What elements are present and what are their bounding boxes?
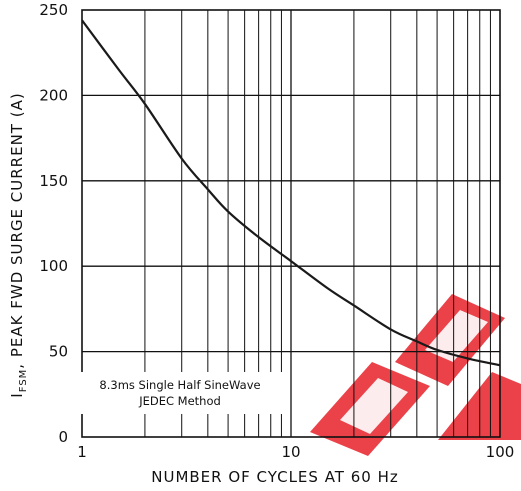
plot-frame [81,9,501,438]
y-axis-title-text: , PEAK FWD SURGE CURRENT (A) [8,92,26,368]
annotation-line-1: 8.3ms Single Half SineWave [99,378,260,392]
y-axis-title-symbol: I [8,392,26,397]
surge-current-curve [81,19,501,367]
x-axis-title: NUMBER OF CYCLES AT 60 Hz [151,468,399,486]
y-tick-label: 150 [39,172,68,190]
plot-grid [82,10,500,437]
y-tick-label: 200 [39,86,68,104]
watermark-logo [310,294,521,456]
annotation-box: 8.3ms Single Half SineWave JEDEC Method [76,372,284,414]
annotation-background [76,372,284,414]
x-axis-ticks: 1 10 100 [77,443,514,461]
x-tick-label: 100 [486,443,515,461]
y-axis-ticks: 0 50 100 150 200 250 [39,1,68,446]
x-tick-label: 1 [77,443,87,461]
y-axis-title: IFSM, PEAK FWD SURGE CURRENT (A) [8,92,29,397]
annotation-line-2: JEDEC Method [138,394,221,408]
y-tick-label: 250 [39,1,68,19]
y-tick-label: 50 [49,343,68,361]
x-tick-label: 10 [281,443,300,461]
y-tick-label: 0 [58,428,68,446]
y-axis-title-subscript: FSM [18,369,29,393]
plot-border [81,9,501,438]
y-tick-label: 100 [39,257,68,275]
